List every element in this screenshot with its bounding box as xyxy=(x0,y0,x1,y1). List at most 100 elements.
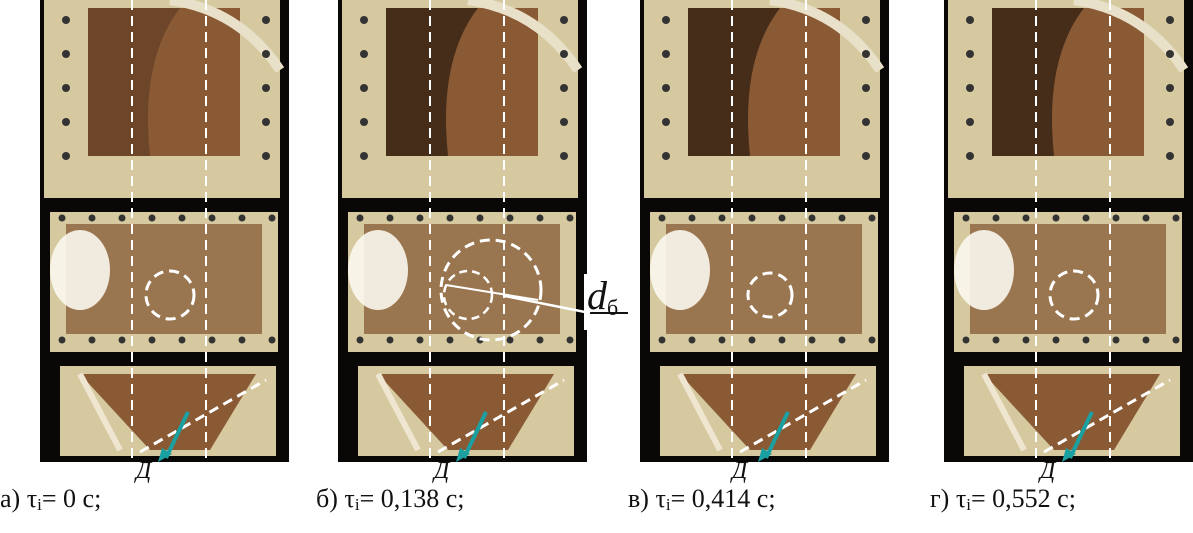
bolt xyxy=(688,214,696,222)
caption-g-letter: г) xyxy=(930,484,950,513)
bolt xyxy=(662,16,670,24)
bolt xyxy=(566,336,574,344)
bolt xyxy=(838,336,846,344)
bolt xyxy=(966,16,974,24)
bolt xyxy=(62,118,70,126)
bolt xyxy=(416,214,424,222)
photo-sequence-g xyxy=(944,0,1193,462)
diameter-subscript: б xyxy=(607,295,619,320)
chute-edge xyxy=(169,0,285,73)
bolt xyxy=(1166,84,1174,92)
sensor-arrow xyxy=(1068,411,1094,459)
diameter-symbol: d xyxy=(587,273,607,318)
bolt xyxy=(560,118,568,126)
bolt xyxy=(992,336,1000,344)
bolt xyxy=(718,336,726,344)
bolt xyxy=(178,214,186,222)
bolt xyxy=(360,118,368,126)
bolt xyxy=(962,336,970,344)
light-glare xyxy=(348,230,408,310)
caption-b-value: = 0,138 с; xyxy=(359,484,465,513)
caption-g-sub: i xyxy=(966,495,972,514)
sensor-arrow-head xyxy=(158,448,172,462)
sensor-label-b: Д xyxy=(434,458,450,484)
bolt xyxy=(148,214,156,222)
bolt xyxy=(238,214,246,222)
bolt xyxy=(560,50,568,58)
bolt xyxy=(1112,336,1120,344)
bolt xyxy=(88,214,96,222)
bolt xyxy=(1052,336,1060,344)
dashed-diagonal xyxy=(739,378,867,454)
bolt xyxy=(238,336,246,344)
bolt xyxy=(778,336,786,344)
photo-sequence-v xyxy=(640,0,889,462)
bolt xyxy=(476,214,484,222)
photo-panel-v xyxy=(640,0,889,462)
bolt xyxy=(356,214,364,222)
bolt xyxy=(386,336,394,344)
sensor-arrow xyxy=(164,411,190,459)
bolt xyxy=(862,84,870,92)
bolt xyxy=(862,118,870,126)
bolt xyxy=(862,50,870,58)
bolt xyxy=(58,214,66,222)
bolt xyxy=(662,118,670,126)
bolt xyxy=(560,84,568,92)
bubble-outline xyxy=(144,269,196,321)
caption-g: г) τi= 0,552 с; xyxy=(930,484,1076,515)
bolt xyxy=(1082,336,1090,344)
bubble-outline xyxy=(1048,269,1100,321)
bolt xyxy=(1082,214,1090,222)
bolt xyxy=(662,152,670,160)
caption-v-letter: в) xyxy=(628,484,649,513)
bolt xyxy=(1172,214,1180,222)
top-flow xyxy=(88,8,180,156)
bubble-outline xyxy=(439,238,543,342)
bolt xyxy=(868,214,876,222)
photo-sequence-b xyxy=(338,0,587,462)
bolt xyxy=(262,84,270,92)
bolt xyxy=(748,336,756,344)
bolt xyxy=(658,336,666,344)
bolt xyxy=(262,50,270,58)
bolt xyxy=(560,16,568,24)
top-flow xyxy=(386,8,478,156)
bolt xyxy=(506,336,514,344)
dashed-diagonal xyxy=(437,378,565,454)
bubble-inner-outline xyxy=(442,269,494,321)
bolt xyxy=(386,214,394,222)
bolt xyxy=(1022,214,1030,222)
bolt xyxy=(536,214,544,222)
bolt xyxy=(356,336,364,344)
bolt xyxy=(1172,336,1180,344)
bolt xyxy=(566,214,574,222)
caption-a-letter: а) xyxy=(0,484,21,513)
bolt xyxy=(446,336,454,344)
light-glare xyxy=(50,230,110,310)
bottom-grain xyxy=(680,374,856,450)
dashed-diagonal xyxy=(139,378,267,454)
bolt xyxy=(118,214,126,222)
caption-a-value: = 0 с; xyxy=(41,484,102,513)
bolt xyxy=(662,50,670,58)
bolt xyxy=(360,152,368,160)
light-glare xyxy=(650,230,710,310)
caption-v-symbol: τ xyxy=(655,484,666,513)
bolt xyxy=(688,336,696,344)
top-flow xyxy=(992,8,1084,156)
bolt xyxy=(966,84,974,92)
bolt xyxy=(1052,214,1060,222)
photo-sequence-a xyxy=(40,0,289,462)
bolt xyxy=(1142,214,1150,222)
caption-a-symbol: τ xyxy=(26,484,38,513)
caption-g-symbol: τ xyxy=(955,484,967,513)
bolt xyxy=(808,214,816,222)
bolt xyxy=(992,214,1000,222)
top-window xyxy=(88,8,240,156)
caption-b-letter: б) xyxy=(316,484,338,513)
bolt xyxy=(1166,152,1174,160)
bolt xyxy=(1022,336,1030,344)
bottom-strut xyxy=(375,372,421,452)
bolt xyxy=(658,214,666,222)
